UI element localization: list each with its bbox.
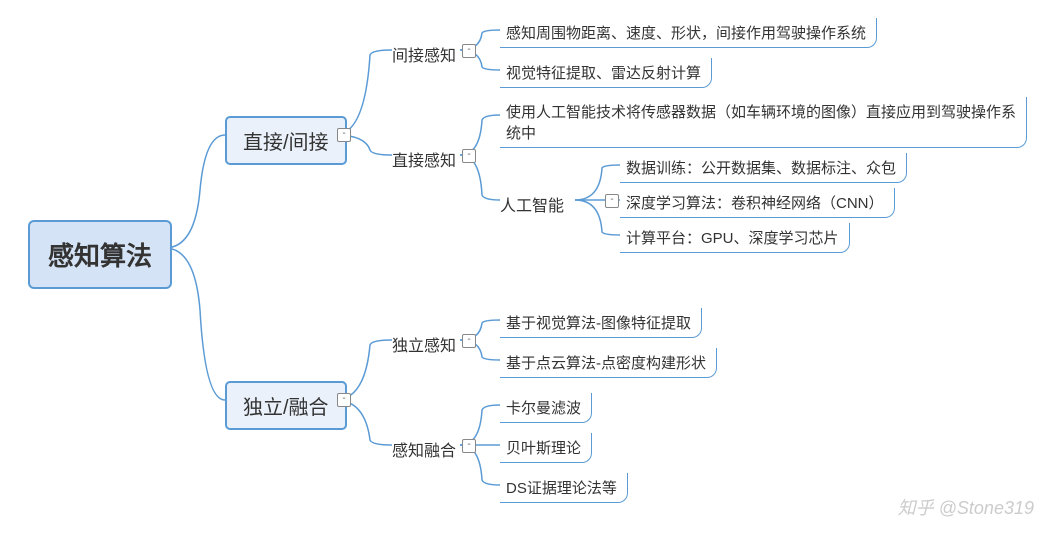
- leaf-visual-radar: 视觉特征提取、雷达反射计算: [500, 58, 712, 88]
- root-node[interactable]: 感知算法: [28, 220, 172, 289]
- toggle-icon[interactable]: -: [462, 439, 476, 453]
- toggle-icon[interactable]: -: [462, 334, 476, 348]
- mid-ai[interactable]: 人工智能: [500, 190, 564, 218]
- leaf-data-training: 数据训练：公开数据集、数据标注、众包: [620, 153, 907, 183]
- branch-label: 直接/间接: [243, 132, 329, 154]
- mid-indirect-perception[interactable]: 间接感知: [392, 40, 456, 68]
- leaf-ai-desc: 使用人工智能技术将传感器数据（如车辆环境的图像）直接应用到驾驶操作系统中: [500, 97, 1027, 148]
- leaf-visual-algo: 基于视觉算法-图像特征提取: [500, 308, 702, 338]
- leaf-pointcloud-algo: 基于点云算法-点密度构建形状: [500, 348, 717, 378]
- mid-independent-perception[interactable]: 独立感知: [392, 330, 456, 358]
- leaf-bayes: 贝叶斯理论: [500, 433, 592, 463]
- branch-direct-indirect[interactable]: 直接/间接: [225, 116, 347, 165]
- toggle-icon[interactable]: -: [605, 194, 619, 208]
- leaf-compute-platform: 计算平台：GPU、深度学习芯片: [620, 223, 850, 253]
- watermark: 知乎 @Stone319: [898, 494, 1034, 520]
- toggle-icon[interactable]: -: [337, 393, 351, 407]
- mid-direct-perception[interactable]: 直接感知: [392, 145, 456, 173]
- toggle-icon[interactable]: -: [462, 149, 476, 163]
- leaf-deep-learning: 深度学习算法：卷积神经网络（CNN）: [620, 188, 895, 218]
- root-label: 感知算法: [48, 241, 152, 271]
- leaf-kalman: 卡尔曼滤波: [500, 393, 592, 423]
- leaf-ds-theory: DS证据理论法等: [500, 473, 628, 503]
- branch-label: 独立/融合: [243, 397, 329, 419]
- toggle-icon[interactable]: -: [462, 44, 476, 58]
- branch-independent-fusion[interactable]: 独立/融合: [225, 381, 347, 430]
- mid-perception-fusion[interactable]: 感知融合: [392, 435, 456, 463]
- toggle-icon[interactable]: -: [337, 128, 351, 142]
- leaf-indirect-desc: 感知周围物距离、速度、形状，间接作用驾驶操作系统: [500, 18, 877, 48]
